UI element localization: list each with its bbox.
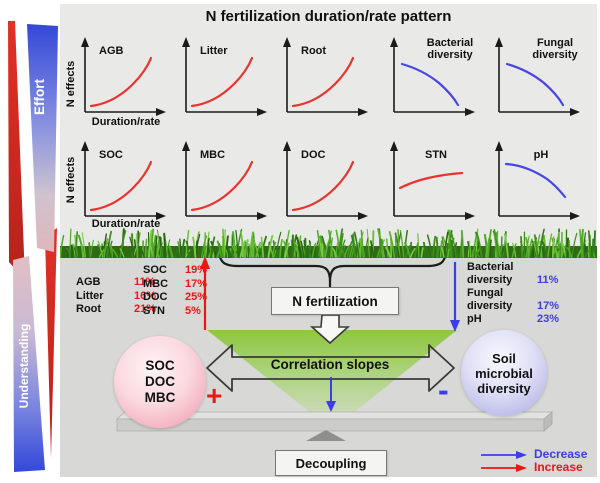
carbon-pools-circle: SOC DOC MBC [114, 336, 206, 428]
effect-value: 19% [185, 264, 208, 276]
trend-plot-mbc: MBC [170, 134, 274, 236]
soil-effects-list: SOC 19% MBC 17% DOC 25% STN 5% [143, 264, 207, 317]
effort-understanding-sidebar: Effort Understanding [8, 21, 58, 472]
row2-y-axis-label: N effects [65, 156, 77, 204]
svg-text:diversity: diversity [532, 49, 578, 61]
svg-text:DOC: DOC [301, 149, 326, 161]
effect-value: 17% [185, 277, 208, 290]
svg-text:STN: STN [425, 149, 447, 161]
legend: Decrease Increase [480, 448, 587, 474]
legend-decrease-row: Decrease [480, 448, 587, 461]
trend-plot-bacterial-diversity: Bacterial diversity [378, 30, 482, 132]
trend-plot-agb: AGB [69, 30, 173, 132]
legend-increase-row: Increase [480, 461, 587, 474]
left-circle-line2: DOC [145, 374, 175, 389]
effect-value: 25% [185, 291, 208, 303]
right-circle-line2: microbial [475, 365, 533, 381]
svg-text:pH: pH [534, 149, 549, 161]
effect-label: Root [76, 303, 102, 315]
increase-legend-arrow [481, 463, 527, 472]
trend-plot-soc: SOC [69, 134, 173, 236]
effect-label: STN [143, 304, 165, 317]
microbial-effects-list: Bacterial diversity 11% Fungal diversity 17… [467, 261, 571, 326]
trend-plot-ph: pH [483, 134, 587, 236]
effect-value: 11% [537, 273, 559, 286]
effect-label: AGB [76, 276, 101, 288]
effort-label: Effort [32, 79, 47, 115]
trend-plot-stn: STN [378, 134, 482, 236]
trend-plot-doc: DOC [271, 134, 375, 236]
svg-text:SOC: SOC [99, 149, 123, 161]
right-circle-line3: diversity [477, 380, 531, 396]
minus-sign: - [438, 372, 449, 408]
svg-text:diversity: diversity [427, 49, 473, 61]
left-circle-line3: MBC [144, 390, 176, 405]
legend-decrease-label: Decrease [534, 447, 588, 461]
trend-plot-root: Root [271, 30, 375, 132]
effect-value: 21% [134, 303, 157, 315]
effect-label: Fungal diversity [467, 287, 513, 312]
soil-microbial-diversity-circle: Soil microbial diversity [461, 330, 547, 416]
effect-label: Litter [76, 289, 104, 302]
understanding-ribbon [13, 256, 45, 472]
n-fertilization-box: N fertilization [271, 287, 399, 315]
effect-value: 16% [134, 289, 157, 302]
effect-value: 5% [185, 304, 201, 317]
svg-text:AGB: AGB [99, 45, 124, 57]
left-circle-line1: SOC [145, 358, 175, 373]
row1-y-axis-label: N effects [65, 60, 77, 108]
legend-increase-label: Increase [534, 460, 583, 474]
decrease-legend-arrow [481, 450, 527, 459]
red-wedge-bottom [45, 228, 57, 458]
effect-label: DOC [143, 291, 168, 303]
red-wedge-top [8, 21, 25, 280]
effect-value: 11% [134, 276, 156, 288]
grass-strip [60, 228, 597, 258]
right-circle-line1: Soil [492, 350, 516, 366]
plus-sign: + [206, 380, 223, 411]
svg-text:Fungal: Fungal [537, 37, 573, 49]
effect-value: 17% [537, 299, 560, 312]
trend-plot-litter: Litter [170, 30, 274, 132]
effect-label: Bacterial diversity [467, 261, 514, 286]
svg-text:MBC: MBC [200, 149, 225, 161]
decoupling-box: Decoupling [275, 450, 387, 476]
svg-text:Root: Root [301, 45, 326, 57]
effect-label: SOC [143, 264, 167, 276]
row2-x-axis-label: Duration/rate [91, 218, 161, 230]
svg-text:Litter: Litter [200, 45, 228, 57]
effort-ribbon [27, 24, 58, 252]
effect-label: MBC [143, 277, 169, 290]
effect-value: 23% [537, 313, 560, 325]
understanding-label: Understanding [17, 324, 31, 409]
svg-text:Bacterial: Bacterial [427, 37, 473, 49]
trend-plot-fungal-diversity: Fungal diversity [483, 30, 587, 132]
correlation-slopes-label: Correlation slopes [270, 357, 390, 372]
row1-x-axis-label: Duration/rate [91, 116, 161, 128]
effect-label: pH [467, 313, 482, 325]
figure-title: N fertilization duration/rate pattern [205, 8, 452, 25]
plant-effects-list: AGB 11% Litter 16% Root 21% [76, 276, 156, 316]
